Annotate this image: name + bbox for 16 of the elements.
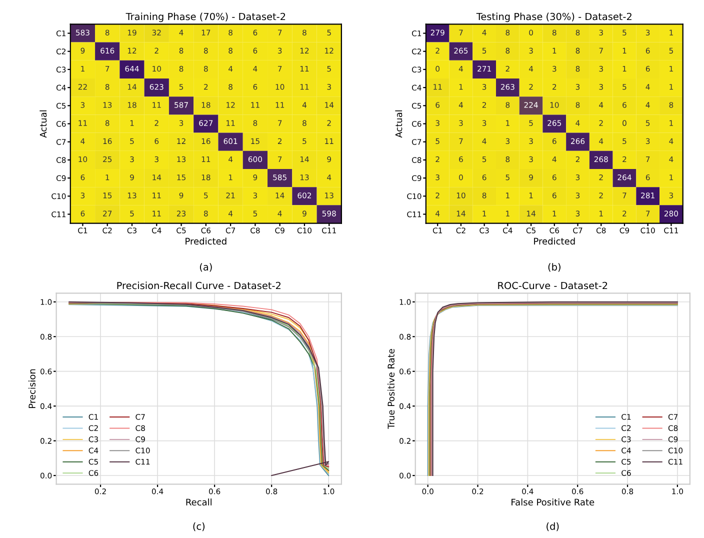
chart-title: Testing Phase (30%) - Dataset-2 — [476, 12, 632, 22]
x-axis-title: Predicted — [534, 238, 575, 245]
y-axis-title: Actual — [40, 110, 47, 138]
y-axis-title: True Positive Rate — [388, 348, 395, 429]
text: (d) — [546, 522, 559, 532]
chart-title: Precision-Recall Curve - Dataset-2 — [117, 282, 280, 290]
chart-title: Training Phase (70%) - Dataset-2 — [126, 12, 286, 22]
text: (b) — [548, 263, 560, 272]
x-axis-title: Recall — [186, 498, 212, 506]
y-axis-title: Precision — [28, 369, 36, 408]
text: (c) — [193, 522, 205, 532]
x-axis-title: False Positive Rate — [512, 498, 594, 506]
text: (a) — [200, 263, 212, 272]
x-axis-title: Predicted — [186, 238, 226, 245]
chart-title: ROC-Curve - Dataset-2 — [498, 282, 608, 290]
y-axis-title: Actual — [395, 110, 402, 138]
